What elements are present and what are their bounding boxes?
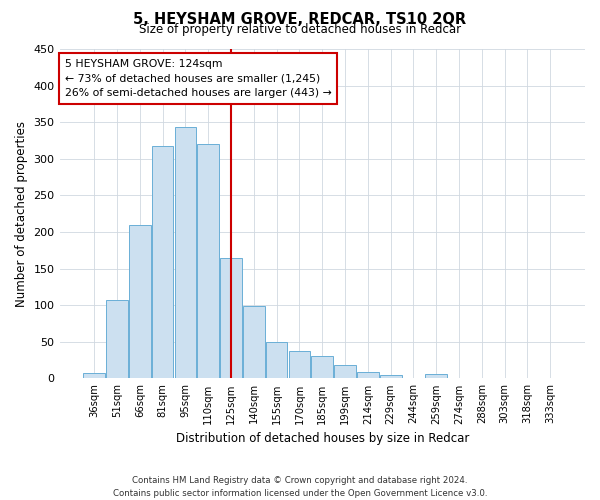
Bar	[197, 144, 219, 378]
Text: 5, HEYSHAM GROVE, REDCAR, TS10 2QR: 5, HEYSHAM GROVE, REDCAR, TS10 2QR	[133, 12, 467, 28]
Text: Size of property relative to detached houses in Redcar: Size of property relative to detached ho…	[139, 22, 461, 36]
Bar	[152, 146, 173, 378]
Bar	[106, 300, 128, 378]
Text: Contains HM Land Registry data © Crown copyright and database right 2024.
Contai: Contains HM Land Registry data © Crown c…	[113, 476, 487, 498]
Bar	[311, 356, 333, 378]
Bar	[243, 306, 265, 378]
Bar	[83, 374, 105, 378]
Bar	[357, 372, 379, 378]
X-axis label: Distribution of detached houses by size in Redcar: Distribution of detached houses by size …	[176, 432, 469, 445]
Bar	[220, 258, 242, 378]
Text: 5 HEYSHAM GROVE: 124sqm
← 73% of detached houses are smaller (1,245)
26% of semi: 5 HEYSHAM GROVE: 124sqm ← 73% of detache…	[65, 59, 332, 98]
Bar	[175, 128, 196, 378]
Bar	[289, 352, 310, 378]
Bar	[334, 366, 356, 378]
Y-axis label: Number of detached properties: Number of detached properties	[15, 120, 28, 306]
Bar	[425, 374, 447, 378]
Bar	[266, 342, 287, 378]
Bar	[380, 375, 401, 378]
Bar	[129, 224, 151, 378]
